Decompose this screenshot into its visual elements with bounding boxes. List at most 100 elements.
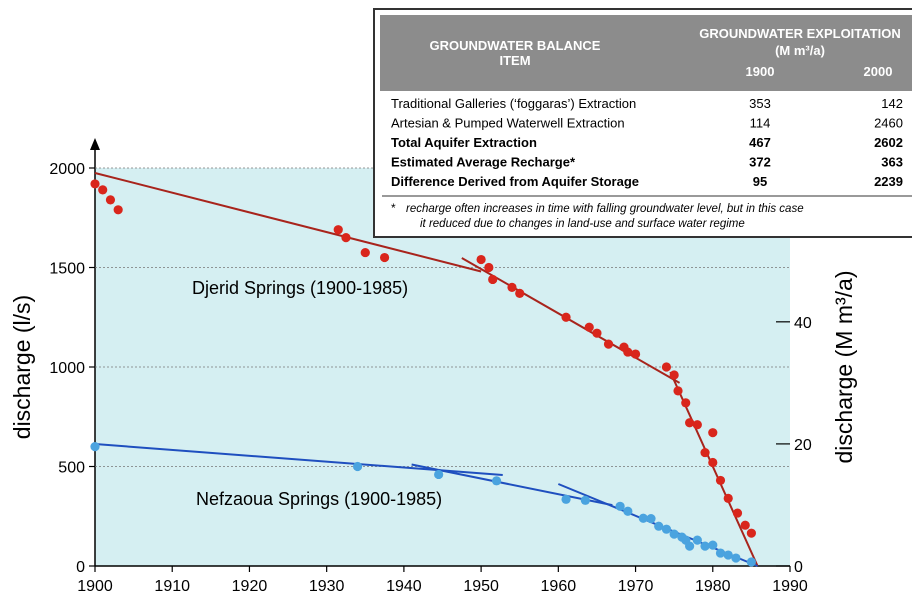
y2-tick-label: 0 xyxy=(794,559,803,576)
data-point xyxy=(98,185,108,195)
y-tick-label: 500 xyxy=(58,460,85,477)
data-point xyxy=(708,457,718,468)
table-cell: 353 xyxy=(749,96,771,111)
table-cell: 2602 xyxy=(874,135,903,150)
x-tick-label: 1990 xyxy=(772,578,808,595)
y2-axis-title: discharge (M m³/a) xyxy=(831,271,857,464)
table-cell: Artesian & Pumped Waterwell Extraction xyxy=(391,116,625,131)
table-header-bg xyxy=(380,15,912,91)
table-cell: 142 xyxy=(881,96,903,111)
x-tick-label: 1960 xyxy=(541,578,577,595)
table-cell: 114 xyxy=(750,116,771,131)
data-point xyxy=(561,312,571,322)
data-point xyxy=(723,550,733,560)
y-axis-title: discharge (l/s) xyxy=(9,295,35,439)
table-cell: 363 xyxy=(881,155,903,170)
table-cell: Total Aquifer Extraction xyxy=(391,135,537,150)
data-point xyxy=(715,548,726,558)
data-point xyxy=(488,274,498,285)
table-cell: 2460 xyxy=(874,116,903,131)
table-header-item-line: ITEM xyxy=(499,53,530,68)
x-tick-label: 1900 xyxy=(77,578,113,595)
inset-table: GROUNDWATER BALANCE ITEM GROUNDWATER EXPLO… xyxy=(373,8,912,238)
data-point xyxy=(731,553,741,563)
data-point xyxy=(654,521,664,531)
data-point xyxy=(615,501,625,511)
data-point xyxy=(584,322,594,332)
data-point xyxy=(630,349,641,359)
table-header-item: GROUNDWATER BALANCE ITEM xyxy=(430,38,601,68)
data-point xyxy=(685,541,695,551)
footnote-mark: * xyxy=(391,201,396,215)
series-label: Nefzaoua Springs (1900-1985) xyxy=(196,489,442,509)
x-tick-label: 1940 xyxy=(386,578,422,595)
data-point xyxy=(341,233,351,243)
table-cell: 2239 xyxy=(874,174,903,189)
data-point xyxy=(623,347,633,357)
table-header-year: 2000 xyxy=(864,64,893,79)
data-point xyxy=(561,494,571,504)
data-point xyxy=(333,225,343,235)
footnote: it reduced due to changes in land-use an… xyxy=(420,218,745,230)
x-tick-label: 1910 xyxy=(154,578,190,595)
table-header-unit: (M m³/a) xyxy=(775,43,825,58)
data-point xyxy=(491,476,502,486)
data-point xyxy=(592,328,602,338)
trend-line xyxy=(461,257,681,384)
table-cell: 372 xyxy=(749,155,771,170)
y-tick-label: 1500 xyxy=(49,261,85,278)
table-cell: 467 xyxy=(749,135,771,150)
x-tick-label: 1930 xyxy=(309,578,345,595)
data-point xyxy=(669,529,679,539)
data-point xyxy=(515,288,525,298)
data-point xyxy=(507,282,517,292)
table-cell: Traditional Galleries (‘foggaras’) Extra… xyxy=(391,96,636,111)
data-point xyxy=(692,420,702,430)
data-point xyxy=(379,252,390,263)
data-point xyxy=(715,475,726,486)
data-point xyxy=(740,520,750,530)
data-point xyxy=(90,179,100,189)
x-tick-label: 1980 xyxy=(695,578,731,595)
data-point xyxy=(673,386,683,396)
data-point xyxy=(661,524,672,534)
series-label: Djerid Springs (1900-1985) xyxy=(192,278,408,298)
y-axis-arrow xyxy=(90,138,100,150)
y-tick-label: 2000 xyxy=(49,161,85,178)
data-point xyxy=(685,418,695,428)
x-tick-label: 1970 xyxy=(618,578,654,595)
table-cell: 95 xyxy=(753,174,767,189)
data-point xyxy=(476,254,486,265)
data-point xyxy=(646,514,656,524)
data-point xyxy=(580,495,590,505)
trend-line xyxy=(411,463,613,507)
footnote: recharge often increases in time with fa… xyxy=(406,203,804,215)
y2-tick-label: 40 xyxy=(794,315,812,332)
data-point xyxy=(669,370,679,380)
data-point xyxy=(638,513,648,523)
data-point xyxy=(746,528,756,538)
data-point xyxy=(352,461,363,472)
y-tick-label: 1000 xyxy=(49,360,85,377)
data-point xyxy=(360,247,370,258)
x-tick-label: 1920 xyxy=(232,578,268,595)
table-header-group: GROUNDWATER EXPLOITATION xyxy=(699,26,901,41)
data-point xyxy=(700,541,710,551)
data-point xyxy=(746,557,756,567)
y2-tick-label: 20 xyxy=(794,437,812,454)
data-point xyxy=(623,506,633,516)
data-point xyxy=(434,469,444,480)
data-point xyxy=(708,428,718,438)
table-header-item-line: GROUNDWATER BALANCE xyxy=(430,38,601,53)
data-point xyxy=(700,447,710,458)
data-point xyxy=(113,205,123,215)
data-point xyxy=(692,535,702,545)
y-tick-label: 0 xyxy=(76,559,85,576)
data-point xyxy=(105,195,116,205)
data-point xyxy=(661,362,672,372)
x-tick-label: 1950 xyxy=(463,578,499,595)
trend-line xyxy=(94,172,482,273)
data-point xyxy=(603,339,614,349)
table-cell: Estimated Average Recharge* xyxy=(391,155,576,170)
